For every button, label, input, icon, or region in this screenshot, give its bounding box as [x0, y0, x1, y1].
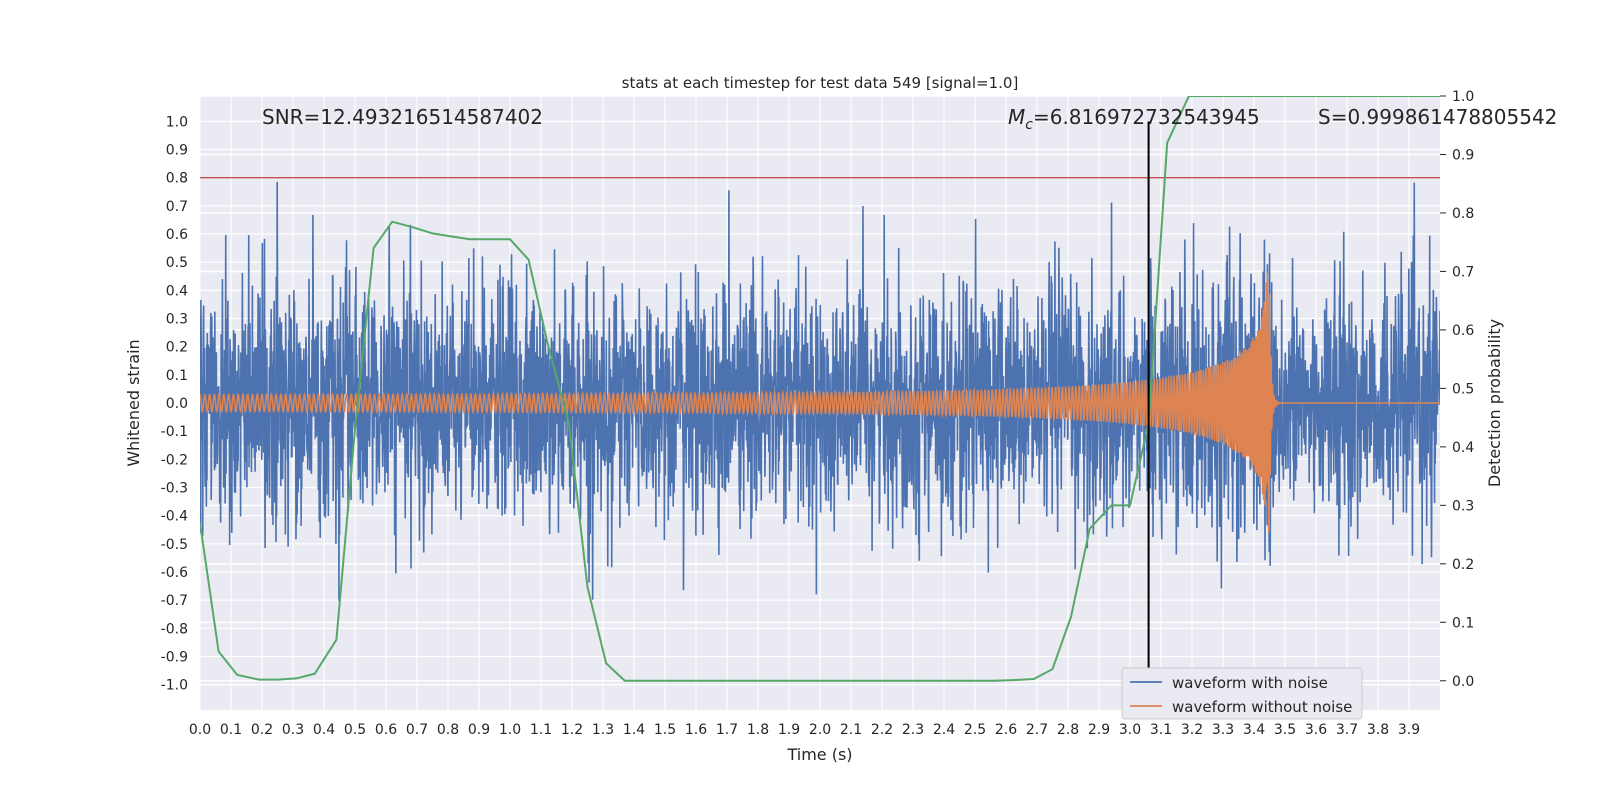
- y-tick-label: 0.4: [166, 283, 188, 299]
- x-tick-label: 0.7: [406, 722, 428, 738]
- y-tick-label: -0.6: [161, 565, 188, 581]
- y-tick-label: 0.0: [166, 396, 188, 412]
- y-tick-label: 0.9: [166, 143, 188, 159]
- x-tick-label: 2.0: [809, 722, 831, 738]
- x-tick-label: 1.9: [778, 722, 800, 738]
- y-tick-label: 0.2: [166, 340, 188, 356]
- x-tick-label: 3.6: [1305, 722, 1327, 738]
- y-tick-label: -0.1: [161, 424, 188, 440]
- legend: waveform with noise waveform without noi…: [1121, 667, 1363, 720]
- x-tick-label: 1.4: [623, 722, 645, 738]
- x-tick-label: 1.2: [561, 722, 583, 738]
- x-tick-label: 2.4: [933, 722, 955, 738]
- y2-tick-label: 0.6: [1452, 323, 1474, 339]
- x-tick-label: 3.2: [1181, 722, 1203, 738]
- y2-tick-label: 0.1: [1452, 615, 1474, 631]
- s-annotation: S=0.999861478805542: [1318, 105, 1557, 129]
- x-tick-label: 2.1: [840, 722, 862, 738]
- x-tick-label: 2.5: [964, 722, 986, 738]
- y2-axis-label: Detection probability: [1485, 319, 1504, 487]
- x-tick-label: 0.6: [375, 722, 397, 738]
- x-tick-label: 0.5: [344, 722, 366, 738]
- y-tick-label: -0.4: [161, 509, 188, 525]
- y2-tick-label: 0.7: [1452, 264, 1474, 280]
- x-axis-ticks: 0.0 0.1 0.2 0.3 0.4 0.5 0.6 0.7 0.8 0.9 1.0 1.1 1.2 1…: [189, 722, 1420, 738]
- y-axis-label: Whitened strain: [124, 339, 143, 466]
- y-tick-label: 0.1: [166, 368, 188, 384]
- legend-box: [1121, 667, 1363, 720]
- x-tick-label: 1.1: [530, 722, 552, 738]
- x-tick-label: 2.6: [995, 722, 1017, 738]
- x-tick-label: 0.1: [220, 722, 242, 738]
- y-tick-label: 1.0: [166, 114, 188, 130]
- x-tick-label: 3.7: [1336, 722, 1358, 738]
- plot-series: [200, 96, 1440, 710]
- x-tick-label: 3.3: [1212, 722, 1234, 738]
- x-tick-label: 1.0: [499, 722, 521, 738]
- mc-symbol: M: [1008, 105, 1025, 129]
- y2-tick-label: 0.4: [1452, 440, 1474, 456]
- y-tick-label: -0.2: [161, 452, 188, 468]
- y2-tick-label: 1.0: [1452, 89, 1474, 105]
- x-tick-label: 0.2: [251, 722, 273, 738]
- x-tick-label: 0.0: [189, 722, 211, 738]
- y2-tick-label: 0.5: [1452, 381, 1474, 397]
- y-tick-label: 0.8: [166, 171, 188, 187]
- y-tick-label: 0.6: [166, 227, 188, 243]
- x-axis-label: Time (s): [786, 745, 852, 764]
- x-tick-label: 3.5: [1274, 722, 1296, 738]
- y-tick-label: -1.0: [161, 678, 188, 694]
- y-tick-label: -0.5: [161, 537, 188, 553]
- series-line-waveform-without-noise: [200, 273, 1440, 533]
- y2-tick-label: 0.3: [1452, 498, 1474, 514]
- x-tick-label: 3.9: [1398, 722, 1420, 738]
- y-tick-label: 0.7: [166, 199, 188, 215]
- y-tick-label: -0.8: [161, 621, 188, 637]
- x-tick-label: 0.8: [437, 722, 459, 738]
- x-tick-label: 1.7: [716, 722, 738, 738]
- y2-tick-label: 0.2: [1452, 557, 1474, 573]
- mc-value: =6.816972732543945: [1033, 105, 1260, 129]
- x-tick-label: 0.9: [468, 722, 490, 738]
- x-tick-label: 1.6: [685, 722, 707, 738]
- x-tick-label: 2.7: [1026, 722, 1048, 738]
- y-tick-label: -0.9: [161, 649, 188, 665]
- y-tick-label: -0.7: [161, 593, 188, 609]
- mc-subscript: c: [1025, 117, 1033, 133]
- legend-label-waveform-without-noise: waveform without noise: [1172, 698, 1352, 716]
- y-tick-label: 0.5: [166, 255, 188, 271]
- x-tick-label: 2.3: [902, 722, 924, 738]
- x-tick-label: 2.9: [1088, 722, 1110, 738]
- y2-tick-label: 0.8: [1452, 206, 1474, 222]
- legend-label-waveform-with-noise: waveform with noise: [1172, 674, 1328, 692]
- x-tick-label: 3.4: [1243, 722, 1265, 738]
- x-tick-label: 1.5: [654, 722, 676, 738]
- x-tick-label: 3.0: [1119, 722, 1141, 738]
- x-tick-label: 1.3: [592, 722, 614, 738]
- snr-annotation: SNR=12.493216514587402: [262, 105, 543, 129]
- y-tick-label: -0.3: [161, 480, 188, 496]
- x-tick-label: 2.2: [871, 722, 893, 738]
- x-tick-label: 3.1: [1150, 722, 1172, 738]
- series-line-detection-probability: [200, 96, 1440, 682]
- x-tick-label: 2.8: [1057, 722, 1079, 738]
- chart-title: stats at each timestep for test data 549…: [622, 74, 1019, 92]
- y-axis-ticks: 1.0 0.9 0.8 0.7 0.6 0.5 0.4 0.3 0.2 0.1 0.0 -0.1 -0.…: [161, 114, 188, 693]
- y2-axis-ticks: 1.0 0.9 0.8 0.7 0.6 0.5 0.4 0.3 0.2 0.1 0.0: [1440, 89, 1474, 690]
- mc-annotation: Mc=6.816972732543945: [1008, 105, 1260, 133]
- y2-tick-label: 0.0: [1452, 674, 1474, 690]
- x-tick-label: 1.8: [747, 722, 769, 738]
- x-tick-label: 3.8: [1367, 722, 1389, 738]
- x-tick-label: 0.4: [313, 722, 335, 738]
- x-tick-label: 0.3: [282, 722, 304, 738]
- y2-tick-label: 0.9: [1452, 147, 1474, 163]
- y-tick-label: 0.3: [166, 312, 188, 328]
